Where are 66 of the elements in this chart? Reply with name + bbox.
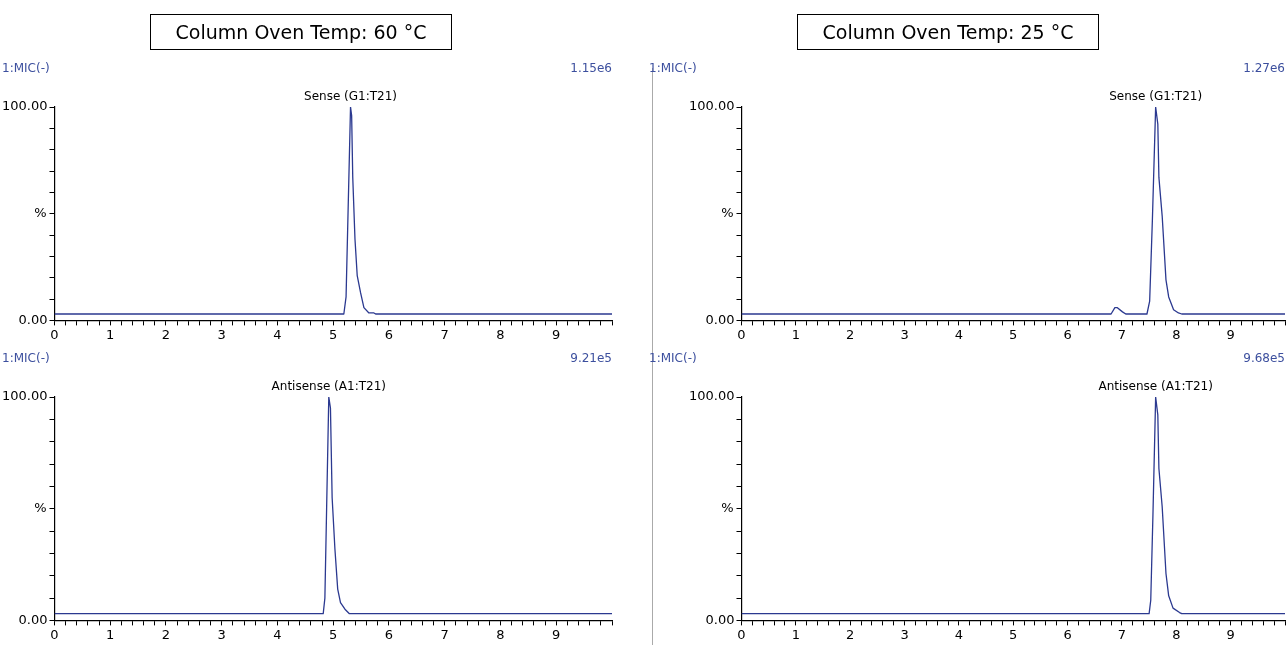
chart-title: Column Oven Temp: 60 °C [150, 14, 452, 50]
text: 1:MIC(-) [2, 61, 50, 76]
annotation: Antisense (A1:T21) [271, 379, 386, 394]
x-tick-label: 9 [1226, 626, 1235, 642]
x-tick-label: 7 [440, 326, 449, 342]
x-tick-label: 8 [496, 626, 505, 642]
x-tick-label: 2 [846, 626, 855, 642]
text: 1:MIC(-) [649, 61, 697, 76]
x-tick-label: 0 [50, 626, 59, 642]
x-tick-label: 6 [1063, 626, 1072, 642]
x-tick-label: 5 [1009, 326, 1018, 342]
x-tick-label: 7 [1117, 626, 1127, 642]
x-tick-label: 5 [1009, 626, 1018, 642]
x-tick-label: 5 [329, 326, 338, 342]
x-tick-label: 1 [791, 626, 800, 642]
x-tick-label: 3 [900, 626, 909, 642]
annotation: Sense (G1:T21) [1109, 89, 1203, 104]
y-axis-title: % [34, 205, 47, 221]
x-tick-label: 4 [954, 626, 964, 642]
x-tick-label: 8 [1172, 626, 1181, 642]
y-tick-label: 100.00 [1, 98, 48, 114]
x-tick-label: 7 [1117, 326, 1127, 342]
x-tick-label: 9 [552, 326, 561, 342]
y-axis-title: % [721, 205, 734, 221]
y-tick-label: 100.00 [688, 98, 735, 114]
annotation: Antisense (A1:T21) [1098, 379, 1213, 394]
x-tick-label: 3 [217, 626, 226, 642]
text: 9.21e5 [570, 351, 612, 366]
x-tick-label: 2 [161, 626, 171, 642]
y-tick-label: 100.00 [688, 388, 735, 404]
x-tick-label: 1 [791, 326, 800, 342]
x-tick-label: 6 [384, 626, 394, 642]
x-tick-label: 4 [273, 626, 282, 642]
x-tick-label: 8 [1172, 326, 1181, 342]
text: 1.27e6 [1243, 61, 1285, 76]
text: 9.68e5 [1243, 351, 1285, 366]
x-tick-label: 6 [1063, 326, 1072, 342]
x-tick-label: 6 [384, 326, 394, 342]
x-tick-label: 2 [161, 326, 171, 342]
y-tick-label: 0.00 [705, 611, 735, 627]
x-tick-label: 1 [106, 626, 115, 642]
text: 1:MIC(-) [649, 351, 697, 366]
y-axis-title: % [34, 500, 47, 516]
chart-title: Column Oven Temp: 25 °C [797, 14, 1099, 50]
y-axis-title: % [721, 500, 734, 516]
x-tick-label: 9 [1226, 326, 1235, 342]
x-tick-label: 5 [329, 626, 338, 642]
text: 1:MIC(-) [2, 351, 50, 366]
x-tick-label: 1 [106, 326, 115, 342]
y-tick-label: 0.00 [18, 611, 48, 627]
x-tick-label: 9 [552, 626, 561, 642]
x-tick-label: 8 [496, 326, 505, 342]
annotation: Sense (G1:T21) [304, 89, 398, 104]
x-tick-label: 4 [273, 326, 282, 342]
y-tick-label: 0.00 [705, 311, 735, 327]
y-tick-label: 100.00 [1, 388, 48, 404]
y-tick-label: 0.00 [18, 311, 48, 327]
x-tick-label: 0 [737, 626, 746, 642]
x-tick-label: 3 [900, 326, 909, 342]
x-tick-label: 0 [737, 326, 746, 342]
x-tick-label: 7 [440, 626, 449, 642]
x-tick-label: 0 [50, 326, 59, 342]
x-tick-label: 4 [954, 326, 964, 342]
x-tick-label: 2 [846, 326, 855, 342]
x-tick-label: 3 [217, 326, 226, 342]
text: 1.15e6 [570, 61, 612, 76]
